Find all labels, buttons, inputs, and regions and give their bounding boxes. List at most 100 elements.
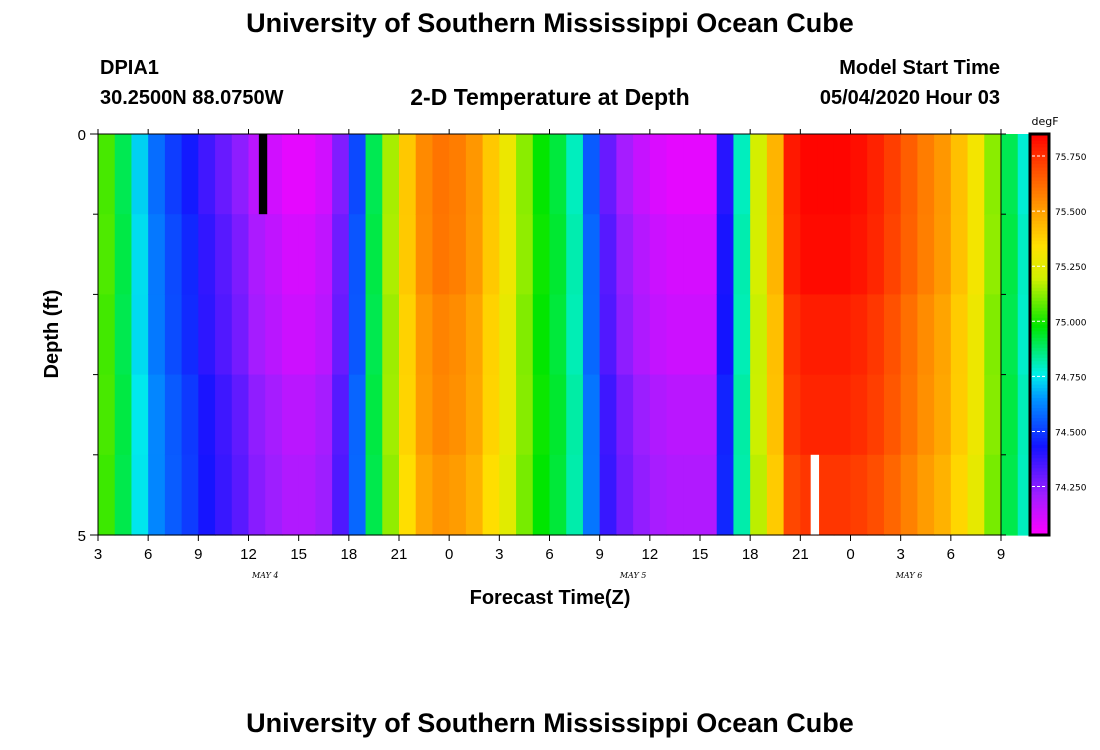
heatmap-cell [482,454,500,536]
heatmap-cell [215,454,233,536]
colorbar-segment [1030,314,1049,319]
heatmap-cell [399,294,417,376]
colorbar-segment [1030,508,1049,513]
heatmap-cell [716,294,735,376]
colorbar-segment [1030,441,1049,446]
heatmap-cell [817,214,835,295]
heatmap-cell [516,214,534,295]
heatmap-cell [248,454,266,536]
heatmap-cell [415,214,434,295]
colorbar-segment [1030,337,1049,342]
colorbar-segment [1030,478,1049,483]
colorbar-segment [1030,204,1049,209]
colorbar-segment [1030,187,1049,192]
colorbar-segment [1030,224,1049,229]
heatmap-cell [516,454,534,536]
heatmap-cell [131,294,149,376]
heatmap-cell [817,454,835,536]
heatmap-cell [499,294,517,376]
colorbar-segment [1030,167,1049,172]
heatmap-cell [649,374,668,456]
heatmap-cell [766,214,785,295]
colorbar-segment [1030,518,1049,523]
heatmap-cell [750,294,768,376]
heatmap-cell [532,454,551,536]
heatmap-cell [616,294,634,376]
colorbar-segment [1030,284,1049,289]
heatmap-cell [281,454,300,536]
heatmap-cell [114,134,133,215]
colorbar-segment [1030,341,1049,346]
colorbar-segment [1030,501,1049,506]
heatmap-cell [582,134,601,215]
heatmap-cell [231,454,250,536]
heatmap-cell [131,214,149,295]
heatmap-cell [967,454,985,536]
heatmap-cell [549,374,567,456]
x-tick-label: 0 [445,546,453,563]
colorbar-segment [1030,387,1049,392]
heatmap-cells [98,134,1036,536]
colorbar-segment [1030,438,1049,442]
heatmap-cell [449,134,467,215]
heatmap-cell [700,294,718,376]
colorbar-segment [1030,471,1049,476]
heatmap-cell [215,374,233,456]
heatmap-cell [98,454,116,536]
colorbar-segment [1030,160,1049,165]
heatmap-cell [1001,214,1019,295]
colorbar-tick-label: 75.500 [1055,208,1087,218]
heatmap-cell [950,214,969,295]
x-axis-label: Forecast Time(Z) [470,587,631,609]
colorbar-segment [1030,434,1049,439]
heatmap-cell [265,294,283,376]
heatmap-cell [833,294,852,376]
heatmap-cell [399,134,417,215]
heatmap-cell [365,134,383,215]
colorbar-tick-label: 75.750 [1055,153,1087,163]
heatmap-cell [449,374,467,456]
heatmap-cell [633,454,651,536]
heatmap-cell [967,374,985,456]
colorbar-segment [1030,514,1049,519]
colorbar-segment [1030,207,1049,212]
colorbar-segment [1030,431,1049,436]
date-label: MAY 5 [619,571,647,580]
colorbar-segment [1030,381,1049,386]
y-axis-label: Depth (ft) [41,290,63,379]
heatmap-cell [883,134,902,215]
x-tick-label: 6 [947,546,955,563]
x-tick-label: 9 [194,546,202,563]
heatmap-cell [198,454,216,536]
heatmap-cell [850,374,868,456]
colorbar-segment [1030,468,1049,473]
heatmap-cell [315,214,333,295]
heatmap-cell [800,374,818,456]
heatmap-cell [917,294,935,376]
heatmap-cell [984,134,1002,215]
colorbar-segment [1030,174,1049,178]
heatmap-cell [332,214,350,295]
station-id: DPIA1 [100,57,159,79]
colorbar-segment [1030,294,1049,299]
colorbar-segment [1030,274,1049,279]
heatmap-cell [766,454,785,536]
colorbar-segment [1030,180,1049,185]
heatmap-cell [181,454,199,536]
colorbar-segment [1030,421,1049,426]
heatmap-cell [683,454,701,536]
colorbar-segment [1030,164,1049,168]
heatmap-cell [298,214,316,295]
heatmap-cell [465,294,484,376]
x-tick-label: 3 [94,546,102,563]
heatmap-cell [967,134,985,215]
heatmap-cell [783,134,801,215]
colorbar-segment [1030,408,1049,412]
colorbar-segment [1030,311,1049,315]
heatmap-cell [114,454,133,536]
heatmap-cell [532,294,551,376]
heatmap-cell [917,134,935,215]
heatmap-cell [248,374,266,456]
heatmap-cell [733,294,751,376]
heatmap-cell [716,134,735,215]
